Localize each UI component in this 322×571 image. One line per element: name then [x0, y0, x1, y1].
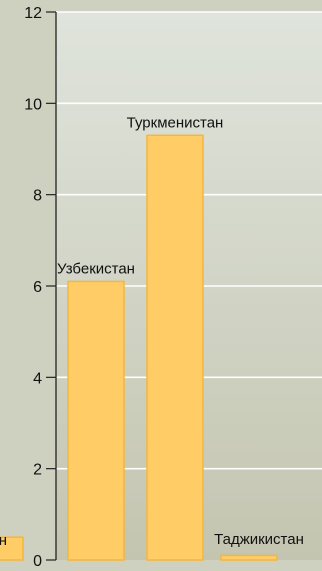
bar — [146, 134, 204, 561]
bar — [220, 554, 278, 561]
bar — [67, 280, 125, 561]
y-tick-label: 8 — [33, 188, 42, 205]
y-tick-label: 6 — [33, 279, 42, 296]
y-tick-label: 12 — [24, 5, 42, 22]
y-tick-label: 4 — [33, 370, 42, 387]
bar — [0, 536, 24, 561]
y-tick-label: 2 — [33, 462, 42, 479]
bar-data-label: Таджикистан — [214, 531, 304, 548]
y-tick-label: 10 — [24, 96, 42, 113]
bar-data-label: Узбекистан — [57, 260, 135, 277]
y-tick-label: 0 — [33, 553, 42, 570]
bar-data-label: Туркменистан — [127, 114, 224, 131]
bar-data-label: н — [0, 532, 7, 549]
